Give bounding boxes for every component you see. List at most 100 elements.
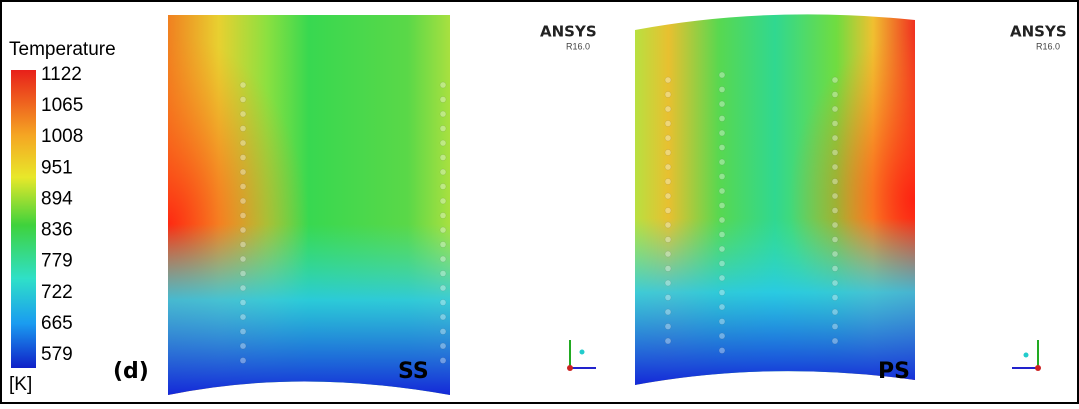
- version: R16.0: [566, 41, 590, 51]
- hole: [239, 81, 247, 89]
- legend-label: 951: [41, 157, 73, 178]
- hole: [831, 149, 839, 156]
- legend-label: 894: [41, 188, 73, 209]
- hole: [664, 120, 672, 127]
- color-bar: [11, 70, 36, 368]
- hole: [239, 255, 247, 263]
- hole: [239, 96, 247, 103]
- hole: [239, 299, 247, 306]
- blade-ps: [635, 14, 915, 385]
- hole: [718, 115, 726, 122]
- legend-unit: [K]: [9, 374, 32, 395]
- hole: [831, 207, 839, 214]
- hole: [718, 129, 726, 137]
- hole: [664, 192, 672, 200]
- hole: [239, 154, 247, 161]
- hole: [664, 76, 672, 84]
- hole: [718, 289, 726, 296]
- hole: [239, 342, 247, 350]
- hole: [831, 120, 839, 127]
- hole: [239, 284, 247, 292]
- legend-label: 1008: [41, 126, 83, 147]
- hole: [439, 313, 447, 321]
- hole: [831, 76, 839, 84]
- hole: [718, 71, 726, 79]
- hole: [831, 134, 839, 142]
- hole: [831, 323, 839, 330]
- hole: [718, 303, 726, 311]
- legend-label: 1065: [41, 95, 83, 116]
- hole: [239, 226, 247, 234]
- hole: [718, 86, 726, 93]
- hole: [718, 260, 726, 267]
- hole: [831, 265, 839, 272]
- hole: [439, 96, 447, 103]
- hole: [664, 323, 672, 330]
- legend-title: Temperature: [9, 39, 116, 60]
- hole: [439, 357, 447, 364]
- hole: [439, 139, 447, 147]
- cooling-holes: [239, 71, 839, 364]
- hole: [664, 294, 672, 301]
- hole: [718, 318, 726, 325]
- hole: [718, 202, 726, 209]
- hole: [439, 284, 447, 292]
- hole: [664, 250, 672, 258]
- hole: [439, 197, 447, 205]
- hole: [239, 125, 247, 132]
- hole: [664, 265, 672, 272]
- hole: [831, 337, 839, 345]
- hole: [831, 279, 839, 287]
- brand: ANSYS: [1010, 23, 1067, 41]
- hole: [664, 105, 672, 113]
- hole: [239, 168, 247, 176]
- hole: [439, 226, 447, 234]
- axis-triad: [1012, 340, 1041, 371]
- hole: [664, 207, 672, 214]
- hole: [718, 187, 726, 195]
- hole: [718, 274, 726, 282]
- hole: [439, 125, 447, 132]
- hole: [239, 328, 247, 335]
- hole: [439, 154, 447, 161]
- hole: [439, 110, 447, 118]
- hole: [718, 144, 726, 151]
- hole: [718, 158, 726, 166]
- hole: [439, 241, 447, 248]
- hole: [239, 313, 247, 321]
- hole: [439, 183, 447, 190]
- hole: [439, 81, 447, 89]
- blade-ss: [168, 15, 450, 395]
- hole: [718, 245, 726, 253]
- hole: [718, 216, 726, 224]
- hole: [831, 294, 839, 301]
- hole: [439, 342, 447, 350]
- hole: [664, 279, 672, 287]
- hole: [239, 139, 247, 147]
- legend-label: 1122: [41, 64, 82, 85]
- version: R16.0: [1036, 41, 1060, 51]
- hole: [439, 299, 447, 306]
- legend-label: 779: [41, 251, 73, 272]
- hole: [664, 91, 672, 98]
- hole: [664, 163, 672, 171]
- hole: [664, 221, 672, 229]
- hole: [664, 337, 672, 345]
- legend-label: 836: [41, 220, 73, 241]
- hole: [239, 270, 247, 277]
- panel-label: (d): [113, 359, 149, 384]
- axis-triad: [567, 340, 596, 371]
- hole: [831, 236, 839, 243]
- hole: [831, 178, 839, 185]
- hole: [718, 100, 726, 108]
- hole: [831, 308, 839, 316]
- hole: [239, 241, 247, 248]
- hole: [718, 347, 726, 354]
- hole: [239, 357, 247, 364]
- legend-label: 722: [41, 282, 73, 303]
- brand: ANSYS: [540, 23, 597, 41]
- hole: [718, 231, 726, 238]
- hole: [664, 308, 672, 316]
